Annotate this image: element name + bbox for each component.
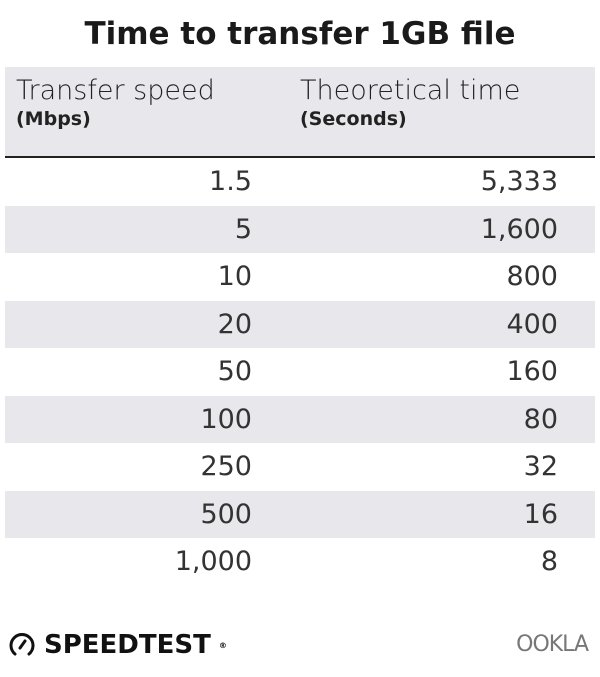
- header-transfer-speed: Transfer speed (Mbps): [16, 75, 215, 130]
- cell-time: 8: [540, 546, 558, 577]
- header-unit: (Seconds): [300, 108, 407, 130]
- speedometer-icon: [9, 633, 35, 656]
- table-row: 100 80: [5, 395, 595, 443]
- cell-time: 400: [506, 308, 558, 340]
- cell-speed: 50: [217, 356, 252, 387]
- cell-speed: 1.5: [209, 166, 252, 197]
- cell-time: 1,600: [480, 213, 558, 245]
- table-row: 500 16: [5, 490, 595, 538]
- cell-time: 800: [506, 261, 558, 292]
- cell-time: 5,333: [480, 166, 558, 197]
- table-row: 50 160: [5, 348, 595, 396]
- chart-title: Time to transfer 1GB file: [84, 16, 516, 52]
- table-header: Transfer speed (Mbps) Theoretical time (…: [5, 67, 595, 158]
- cell-time: 160: [506, 356, 558, 387]
- header-label: Theoretical time: [300, 75, 521, 106]
- table-row: 250 32: [5, 443, 595, 491]
- brand-name: SPEEDTEST: [44, 630, 211, 660]
- table-row: 1,000 8: [5, 538, 595, 586]
- header-label: Transfer speed: [16, 75, 215, 106]
- cell-speed: 20: [217, 308, 252, 340]
- speedtest-logo: SPEEDTEST ®: [8, 630, 227, 660]
- table-body: 1.5 5,333 5 1,600 10 800 20 400 50 160 100 80 250 32 5…: [5, 158, 595, 586]
- cell-speed: 500: [200, 498, 252, 530]
- cell-speed: 1,000: [174, 546, 252, 577]
- header-theoretical-time: Theoretical time (Seconds): [300, 75, 520, 130]
- table-row: 1.5 5,333: [5, 158, 595, 206]
- cell-time: 80: [523, 403, 558, 435]
- cell-speed: 10: [217, 261, 252, 292]
- cell-speed: 5: [234, 213, 252, 245]
- transfer-table: Transfer speed (Mbps) Theoretical time (…: [5, 67, 595, 586]
- table-row: 5 1,600: [5, 205, 595, 253]
- cell-speed: 100: [200, 403, 252, 435]
- cell-time: 16: [523, 498, 558, 530]
- table-row: 20 400: [5, 300, 595, 348]
- header-unit: (Mbps): [16, 108, 91, 130]
- cell-speed: 250: [200, 451, 252, 482]
- ookla-logo: OOKLA: [516, 632, 589, 657]
- cell-time: 32: [523, 451, 558, 482]
- table-row: 10 800: [5, 253, 595, 301]
